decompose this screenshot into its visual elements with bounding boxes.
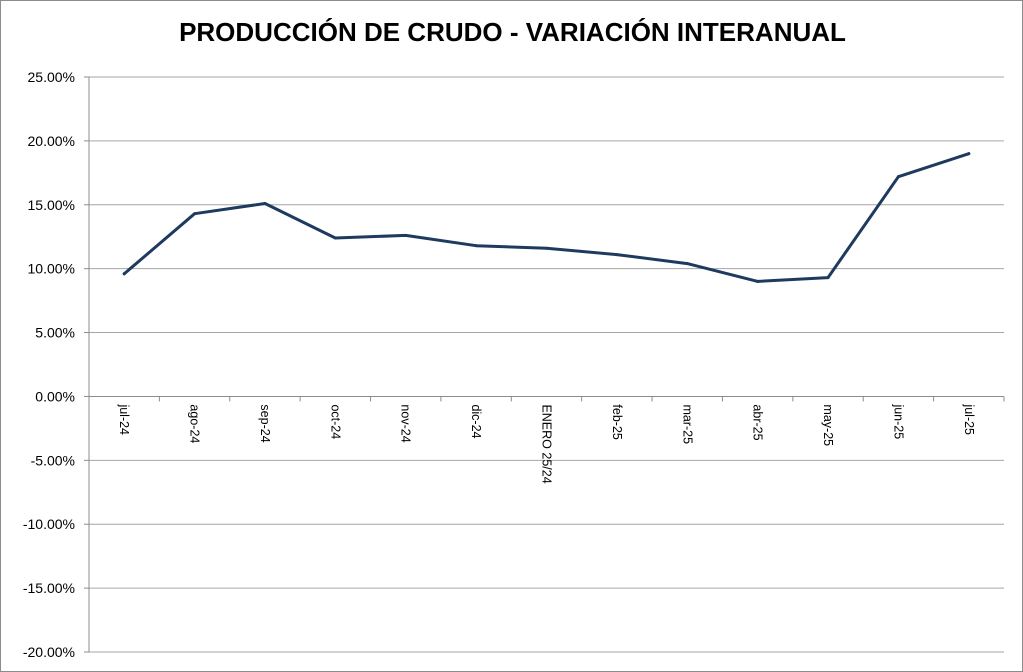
data-point bbox=[404, 233, 408, 237]
data-point bbox=[896, 175, 900, 179]
y-tick-label: 5.00% bbox=[35, 325, 75, 341]
y-tick-label: 10.00% bbox=[28, 261, 75, 277]
data-point bbox=[756, 279, 760, 283]
data-point bbox=[474, 244, 478, 248]
data-point bbox=[685, 262, 689, 266]
x-tick-label: feb-25 bbox=[610, 404, 624, 439]
series-line bbox=[122, 152, 971, 283]
y-tick-label: 15.00% bbox=[28, 197, 75, 213]
data-point bbox=[333, 236, 337, 240]
x-tick-label: ENERO 25/24 bbox=[540, 404, 554, 483]
data-point bbox=[545, 246, 548, 250]
x-tick-label: sep-24 bbox=[258, 404, 272, 442]
data-point bbox=[967, 152, 971, 156]
x-tick-label: may-25 bbox=[821, 404, 835, 446]
x-tick-label: abr-25 bbox=[751, 404, 765, 440]
y-tick-label: 25.00% bbox=[28, 69, 75, 85]
y-tick-label: 0.00% bbox=[35, 388, 75, 404]
data-point bbox=[615, 253, 619, 257]
x-tick-label: mar-25 bbox=[680, 404, 694, 444]
chart-title: PRODUCCIÓN DE CRUDO - VARIACIÓN INTERANU… bbox=[179, 17, 846, 47]
y-tick-label: -10.00% bbox=[23, 516, 75, 532]
x-tick-label: jun-25 bbox=[891, 403, 905, 439]
y-tick-label: -20.00% bbox=[23, 644, 75, 660]
x-tick-label: ago-24 bbox=[188, 404, 202, 443]
y-tick-label: 20.00% bbox=[28, 133, 75, 149]
data-point bbox=[193, 212, 197, 216]
data-point bbox=[826, 276, 830, 280]
data-point bbox=[263, 202, 267, 205]
x-tick-label: jul-24 bbox=[117, 403, 131, 435]
x-tick-label: nov-24 bbox=[399, 404, 413, 442]
data-point bbox=[122, 272, 126, 276]
x-tick-label: dic-24 bbox=[469, 404, 483, 438]
x-tick-label: jul-25 bbox=[962, 403, 976, 435]
y-tick-label: -5.00% bbox=[31, 452, 75, 468]
x-tick-label: oct-24 bbox=[328, 404, 342, 439]
y-tick-label: -15.00% bbox=[23, 580, 75, 596]
